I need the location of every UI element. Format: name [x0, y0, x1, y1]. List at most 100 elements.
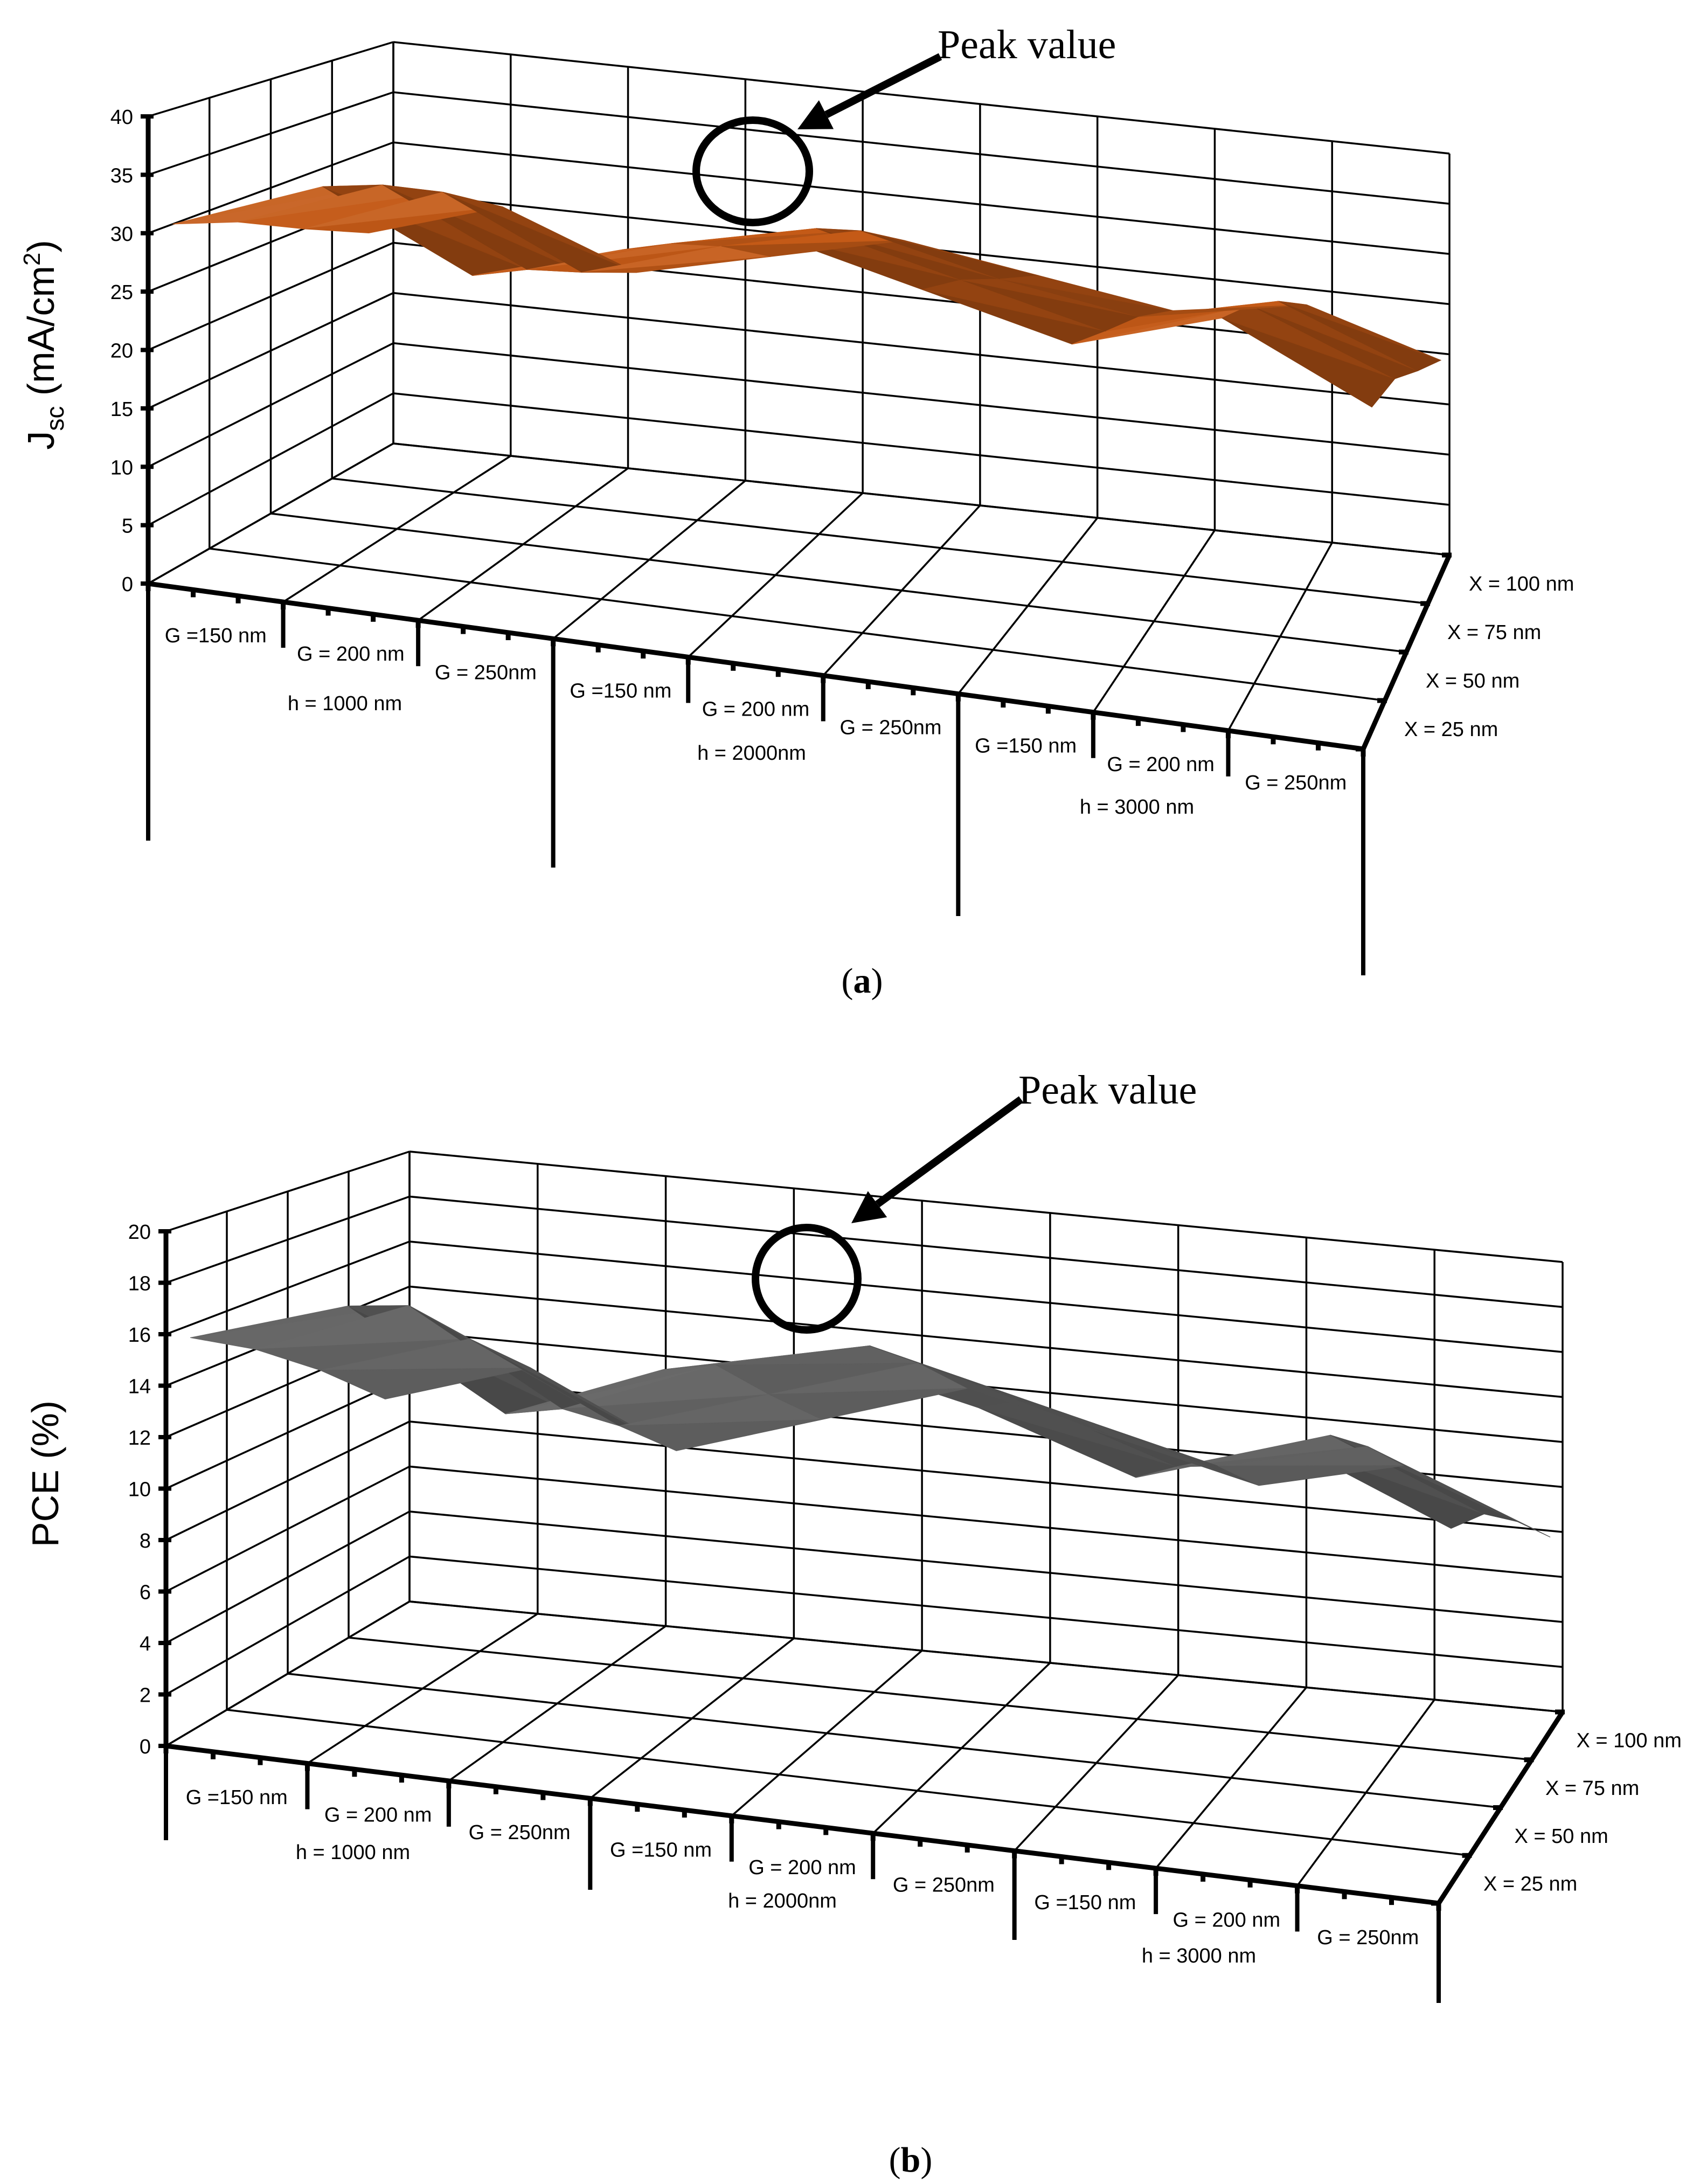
z-axis-label: PCE (%) — [24, 1400, 66, 1547]
surface-facet — [721, 240, 905, 257]
depth-tick-label: X = 75 nm — [1545, 1777, 1639, 1800]
surface-facet — [1000, 275, 1173, 311]
backwall-gridline — [409, 1150, 1563, 1263]
x-category-label: G = 250nm — [893, 1874, 995, 1896]
surface-facet — [1367, 1446, 1551, 1537]
z-tick-label: 15 — [110, 398, 133, 421]
peak-annotation-label: Peak value — [1018, 1067, 1197, 1113]
z-axis-label-unit: (mA/cm — [20, 266, 62, 406]
x-category-label: G = 250nm — [469, 1821, 571, 1844]
x-axis: G =150 nm G = 200 nm G = 250nm G =150 nm G =… — [145, 581, 1366, 975]
x-category-label: G = 250nm — [1245, 772, 1347, 794]
backwall-gridline — [393, 292, 1450, 406]
z-tick-label: 0 — [122, 573, 133, 596]
surface-facet — [769, 1388, 968, 1420]
floor-gridline — [348, 1637, 1532, 1761]
surface-facet — [1278, 301, 1441, 360]
peak-circle — [752, 1224, 862, 1334]
x-axis: G =150 nm G = 200 nm G = 250nm G =150 nm G =… — [163, 1743, 1441, 2003]
surface-facet — [861, 230, 1039, 276]
z-axis-label-sup: 2 — [19, 253, 45, 266]
surface-facet — [716, 1345, 919, 1365]
backwall-gridline — [393, 91, 1450, 205]
x-category-label: G =150 nm — [975, 735, 1077, 758]
backwall-gridline — [393, 342, 1450, 456]
caption-paren: ) — [920, 2140, 932, 2180]
peak-arrow-shaft — [875, 1096, 1024, 1208]
z-tick-label: 10 — [110, 456, 133, 479]
x-category-label: G = 200 nm — [324, 1804, 432, 1827]
z-axis-label-main: J — [20, 431, 62, 450]
floor-gridline — [209, 547, 1385, 702]
gridlines — [163, 1150, 1564, 1904]
z-tick-label: 5 — [122, 515, 133, 538]
backwall-gridline — [393, 392, 1450, 506]
surface-facet — [1068, 1414, 1259, 1486]
x-category-label: G =150 nm — [186, 1786, 288, 1809]
chart-panel-b: 0 2 4 6 8 10 12 14 16 18 20 PCE (%) G =150 nm G = 200… — [24, 1067, 1682, 2180]
caption-letter: a — [854, 961, 871, 1001]
panel-caption: (b) — [889, 2140, 933, 2180]
surface-facet — [1139, 304, 1307, 317]
caption-paren: ( — [842, 961, 854, 1001]
x-group-label: h = 3000 nm — [1142, 1945, 1256, 1967]
z-axis-label: Jsc (mA/cm2) — [19, 240, 69, 449]
x-group-label: h = 1000 nm — [296, 1841, 410, 1864]
backwall-gridline — [409, 1600, 1563, 1713]
floor-gridline — [270, 512, 1407, 653]
caption-letter: b — [901, 2140, 921, 2180]
x-group-label: h = 2000nm — [697, 742, 806, 765]
surface — [190, 1305, 1551, 1537]
x-axis-line — [165, 1743, 1439, 1906]
x-group-label: h = 3000 nm — [1080, 796, 1194, 819]
surface — [172, 184, 1442, 408]
backwall-gridline — [393, 141, 1450, 255]
backwall-gridline — [409, 1510, 1563, 1623]
panel-caption: (a) — [842, 961, 883, 1001]
x-category-label: G = 200 nm — [1173, 1909, 1281, 1931]
depth-axis: X = 25 nm X = 50 nm X = 75 nm X = 100 nm — [1356, 552, 1574, 843]
backwall-gridline — [409, 1420, 1563, 1533]
z-ticks: 0 2 4 6 8 10 12 14 16 18 20 — [128, 1221, 171, 1758]
peak-annotation: Peak value — [752, 1067, 1197, 1334]
surface-facet — [303, 206, 503, 234]
x-category-label: G =150 nm — [610, 1839, 712, 1862]
depth-tick-label: X = 25 nm — [1483, 1873, 1577, 1896]
depth-tick-label: X = 75 nm — [1447, 621, 1541, 644]
surface-facet — [469, 1339, 677, 1451]
depth-axis: X = 25 nm X = 50 nm X = 75 nm X = 100 nm — [1431, 1709, 1682, 1998]
x-category-label: G = 200 nm — [1107, 753, 1215, 776]
z-tick-label: 8 — [140, 1530, 151, 1552]
depth-tick-label: X = 100 nm — [1577, 1729, 1682, 1752]
backwall-gridline — [409, 1240, 1563, 1353]
backwall-gridline — [409, 1465, 1563, 1578]
peak-arrow-head — [797, 100, 834, 129]
surface-facet — [1218, 1465, 1405, 1486]
backwall-gridline — [393, 442, 1450, 556]
peak-arrow-head — [851, 1191, 887, 1223]
backwall-gridline — [409, 1555, 1563, 1668]
depth-tick-label: X = 50 nm — [1426, 670, 1519, 692]
z-axis-label-close: ) — [20, 240, 62, 252]
backwall-gridline — [409, 1195, 1563, 1308]
surface-facet — [320, 1368, 531, 1400]
x-category-label: G = 200 nm — [297, 643, 405, 665]
peak-circle — [692, 116, 813, 226]
x-category-label: G = 250nm — [840, 717, 942, 739]
z-tick-label: 18 — [128, 1273, 151, 1295]
floor-gridline — [226, 1709, 1470, 1856]
surface-facet — [582, 256, 771, 273]
peak-arrow-shaft — [824, 53, 942, 119]
z-tick-label: 4 — [140, 1633, 151, 1655]
x-group-label: h = 1000 nm — [288, 692, 402, 715]
x-category-label: G = 250nm — [1317, 1926, 1419, 1949]
x-category-label: G =150 nm — [570, 680, 671, 702]
z-tick-label: 16 — [128, 1324, 151, 1347]
z-tick-label: 25 — [110, 281, 133, 304]
backwall-gridline — [393, 41, 1450, 155]
z-tick-label: 14 — [128, 1376, 151, 1398]
x-category-label: G =150 nm — [1034, 1891, 1136, 1914]
